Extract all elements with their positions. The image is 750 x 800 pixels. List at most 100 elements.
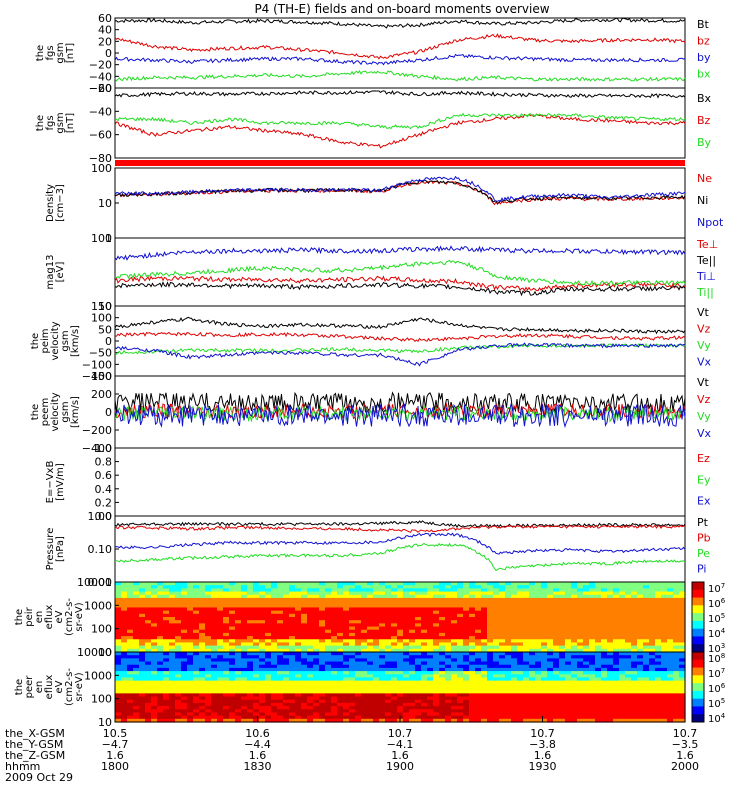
spectrogram-cell [481, 655, 488, 659]
spectrogram-cell [511, 702, 518, 707]
spectrogram-cell [217, 706, 224, 710]
spectrogram-cell [547, 626, 554, 631]
spectrogram-cell [463, 642, 470, 647]
spectrogram-cell [661, 718, 668, 723]
spectrogram-cell [487, 709, 494, 714]
spectrogram-cell [343, 690, 350, 694]
spectrogram-cell [175, 585, 182, 589]
spectrogram-cell [373, 674, 380, 679]
spectrogram-cell [613, 664, 620, 669]
spectrogram-cell [253, 636, 260, 640]
spectrogram-cell [403, 645, 410, 650]
spectrogram-cell [487, 671, 494, 675]
spectrogram-cell [451, 690, 458, 694]
spectrogram-cell [649, 620, 656, 624]
spectrogram-cell [373, 690, 380, 694]
spectrogram-cell [373, 636, 380, 640]
spectrogram-cell [325, 645, 332, 650]
spectrogram-cell [151, 683, 158, 688]
spectrogram-cell [409, 642, 416, 647]
spectrogram-cell [277, 613, 284, 618]
spectrogram-cell [139, 661, 146, 666]
spectrogram-cell [145, 629, 152, 634]
spectrogram-cell [679, 645, 686, 650]
spectrogram-cell [361, 597, 368, 602]
spectrogram-cell [469, 712, 476, 717]
y-axis-label: Pressure [45, 528, 56, 571]
spectrogram-cell [157, 674, 164, 679]
spectrogram-cell [247, 658, 254, 663]
spectrogram-cell [577, 706, 584, 710]
spectrogram-cell [265, 582, 272, 586]
spectrogram-cell [241, 715, 248, 720]
spectrogram-cell [193, 591, 200, 596]
spectrogram-cell [247, 664, 254, 669]
spectrogram-cell [487, 683, 494, 688]
y-tick-label: 1.0 [95, 442, 113, 455]
spectrogram-cell [409, 664, 416, 669]
spectrogram-cell [451, 652, 458, 656]
spectrogram-cell [433, 655, 440, 659]
spectrogram-cell [259, 597, 266, 602]
spectrogram-cell [523, 626, 530, 631]
spectrogram-cell [283, 696, 290, 701]
spectrogram-cell [637, 706, 644, 710]
spectrogram-cell [313, 652, 320, 656]
spectrogram-cell [391, 658, 398, 663]
spectrogram-cell [481, 629, 488, 634]
spectrogram-cell [349, 667, 356, 672]
spectrogram-cell [343, 687, 350, 691]
spectrogram-cell [433, 674, 440, 679]
colorbar-cell [692, 620, 704, 630]
spectrogram-cell [505, 680, 512, 685]
spectrogram-cell [385, 696, 392, 701]
spectrogram-cell [379, 652, 386, 656]
spectrogram-cell [499, 712, 506, 717]
spectrogram-cell [595, 715, 602, 720]
spectrogram-cell [385, 585, 392, 589]
spectrogram-cell [115, 661, 122, 666]
spectrogram-cell [649, 610, 656, 615]
spectrogram-cell [247, 636, 254, 640]
spectrogram-cell [307, 652, 314, 656]
spectrogram-cell [433, 718, 440, 723]
spectrogram-cell [169, 718, 176, 723]
spectrogram-cell [457, 588, 464, 593]
spectrogram-cell [133, 652, 140, 656]
spectrogram-cell [511, 683, 518, 688]
spectrogram-cell [457, 658, 464, 663]
spectrogram-cell [193, 610, 200, 615]
spectrogram-cell [589, 639, 596, 644]
y-tick-label: 0 [105, 47, 112, 60]
spectrogram-cell [607, 667, 614, 672]
spectrogram-cell [277, 715, 284, 720]
spectrogram-cell [361, 594, 368, 599]
spectrogram-cell [145, 642, 152, 647]
spectrogram-cell [595, 661, 602, 666]
spectrogram-cell [457, 617, 464, 621]
spectrogram-cell [601, 648, 608, 653]
spectrogram-cell [265, 620, 272, 624]
spectrogram-cell [349, 709, 356, 714]
spectrogram-cell [673, 718, 680, 723]
spectrogram-cell [295, 632, 302, 637]
spectrogram-cell [325, 626, 332, 631]
spectrogram-cell [343, 632, 350, 637]
spectrogram-cell [241, 683, 248, 688]
spectrogram-cell [133, 693, 140, 698]
spectrogram-cell [613, 610, 620, 615]
spectrogram-cell [241, 655, 248, 659]
spectrogram-cell [133, 677, 140, 682]
spectrogram-cell [619, 715, 626, 720]
spectrogram-cell [427, 699, 434, 704]
spectrogram-cell [157, 620, 164, 624]
spectrogram-cell [265, 718, 272, 723]
spectrogram-cell [271, 648, 278, 653]
spectrogram-cell [433, 588, 440, 593]
spectrogram-cell [181, 582, 188, 586]
spectrogram-cell [607, 648, 614, 653]
spectrogram-cell [115, 597, 122, 602]
spectrogram-cell [469, 648, 476, 653]
spectrogram-cell [595, 582, 602, 586]
